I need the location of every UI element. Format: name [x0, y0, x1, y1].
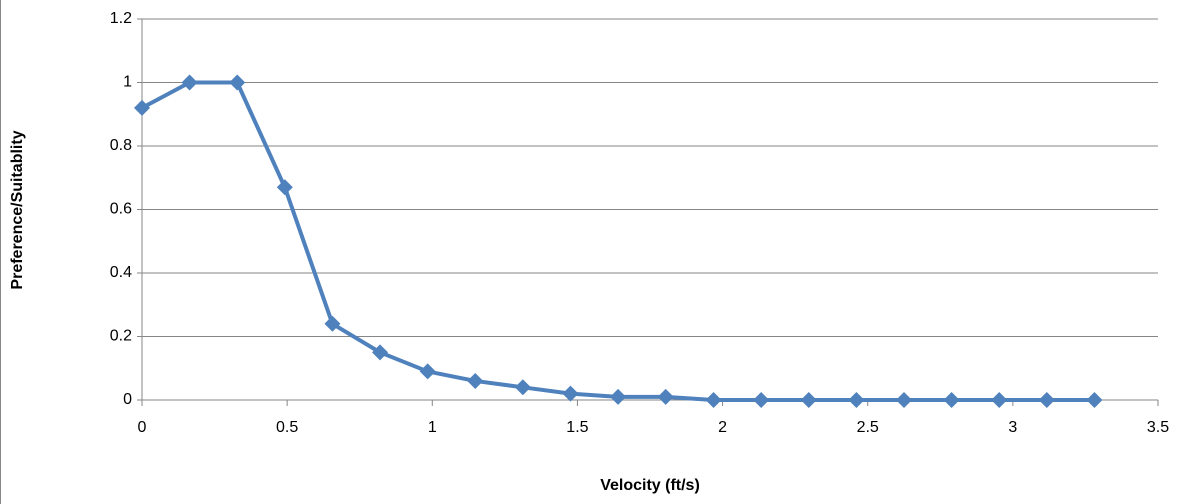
marker: [848, 392, 865, 408]
marker: [705, 392, 722, 408]
x-tick-label: 2: [718, 419, 727, 436]
y-tick-label: 0.2: [110, 328, 132, 345]
marker: [229, 74, 246, 91]
marker: [134, 99, 150, 116]
x-tick-label: 3.5: [1147, 419, 1169, 436]
marker: [467, 372, 484, 389]
marker: [419, 363, 436, 380]
marker: [943, 392, 960, 408]
y-tick-label: 0: [123, 391, 132, 408]
marker: [276, 179, 293, 196]
marker: [610, 388, 627, 405]
marker: [562, 385, 579, 402]
x-tick-label: 1.5: [566, 419, 588, 436]
y-tick-label: 0.8: [110, 137, 132, 154]
marker: [896, 392, 912, 408]
x-tick-label: 1: [428, 419, 437, 436]
x-tick-label: 0.5: [276, 419, 298, 436]
y-tick-label: 0.6: [110, 201, 132, 218]
y-tick-label: 1: [123, 74, 132, 91]
x-axis-title: Velocity (ft/s): [600, 477, 700, 494]
y-tick-label: 0.4: [110, 264, 132, 281]
marker: [181, 74, 198, 91]
marker: [991, 392, 1008, 408]
series-line: [141, 80, 1095, 402]
marker: [657, 388, 674, 405]
marker: [800, 392, 817, 408]
y-tick-label: 1.2: [110, 10, 132, 27]
x-tick-label: 3: [1008, 419, 1017, 436]
y-axis-title: Preference/Suitablity: [9, 130, 26, 289]
marker: [514, 379, 531, 396]
marker: [1038, 392, 1055, 408]
x-tick-label: 0: [138, 419, 147, 436]
marker: [1086, 392, 1103, 408]
x-tick-label: 2.5: [857, 419, 879, 436]
marker: [753, 392, 770, 408]
marker: [324, 315, 341, 332]
marker: [372, 344, 389, 361]
